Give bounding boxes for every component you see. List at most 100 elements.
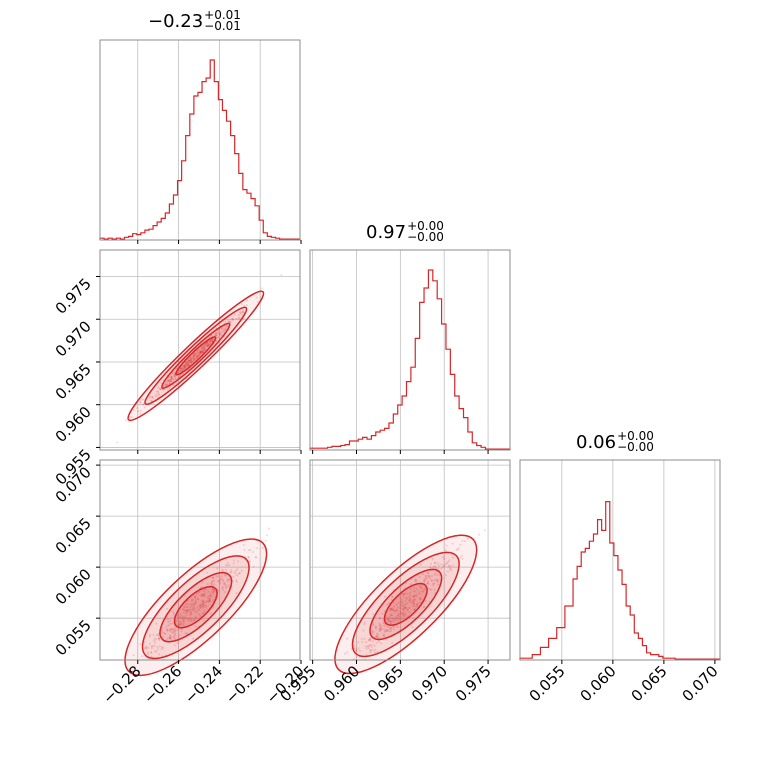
pair-panel-1-2-point-208	[389, 607, 392, 610]
pair-panel-0-2-point-30	[225, 585, 228, 588]
pair-panel-0-2-point-369	[235, 592, 238, 595]
pair-panel-0-2-point-128	[189, 606, 192, 609]
pair-panel-0-2-point-185	[192, 603, 195, 605]
pair-panel-0-1-point-273	[182, 365, 185, 368]
pair-panel-1-2-contour-2	[369, 568, 443, 641]
pair-panel-1-2-point-400	[392, 595, 394, 598]
pair-panel-0-2-point-33	[153, 644, 156, 647]
pair-panel-0-1-point-280	[154, 395, 157, 398]
pair-panel-0-2-point-188	[227, 584, 230, 587]
pair-panel-0-1-point-312	[202, 351, 205, 353]
pair-panel-0-1-point-411	[142, 402, 145, 405]
pair-panel-1-2-point-357	[425, 577, 428, 580]
pair-panel-1-2-point-193	[448, 559, 451, 562]
pair-panel-0-2-point-233	[199, 603, 202, 606]
pair-panel-0-1-point-390	[160, 382, 163, 385]
pair-panel-0-1-contour-2	[161, 322, 231, 389]
pair-panel-0-2-point-258	[248, 556, 250, 559]
pair-panel-1-2-point-138	[402, 593, 404, 596]
pair-panel-0-1-point-245	[190, 359, 193, 361]
pair-panel-1-2-point-302	[346, 651, 349, 654]
pair-panel-1-2-point-53	[379, 623, 382, 626]
pair-panel-0-2-point-198	[161, 627, 164, 629]
pair-panel-1-2-point-232	[374, 635, 377, 638]
pair-panel-0-2-point-180	[208, 597, 211, 600]
pair-panel-1-2-point-335	[436, 579, 438, 582]
pair-panel-0-1-point-166	[162, 388, 165, 391]
pair-panel-0-2-point-186	[145, 647, 148, 650]
pair-panel-1-2-point-291	[429, 588, 431, 591]
pair-panel-1-2-point-401	[394, 610, 397, 613]
pair-panel-0-2-point-246	[206, 600, 209, 603]
pair-panel-1-2-point-281	[445, 562, 448, 565]
pair-panel-1-2-point-363	[369, 638, 372, 641]
pair-panel-0-1-point-205	[195, 356, 198, 359]
pair-panel-1-2-point-315	[435, 567, 438, 570]
pair-panel-1-2-point-239	[373, 644, 376, 647]
pair-panel-0-2-point-201	[165, 607, 168, 610]
pair-panel-1-2-point-124	[383, 595, 386, 598]
pair-panel-1-2-point-69	[405, 596, 408, 599]
pair-panel-0-1-point-405	[199, 350, 201, 353]
pair-panel-0-2-point-134	[190, 598, 193, 601]
hist-panel-1-frame	[309, 249, 511, 451]
pair-panel-1-2-point-256	[413, 608, 416, 611]
pair-panel-0-2-point-343	[238, 572, 241, 575]
pair-panel-1-2-point-62	[437, 564, 440, 567]
pair-panel-1-2-point-224	[389, 621, 392, 624]
pair-panel-0-1-point-77	[197, 354, 200, 357]
pair-panel-0-2-point-224	[194, 608, 197, 610]
pair-panel-0-1-point-347	[167, 379, 170, 382]
pair-panel-0-1-point-364	[226, 325, 229, 328]
pair-panel-1-2-point-372	[483, 529, 486, 532]
pair-panel-0-1-point-41	[173, 375, 175, 377]
pair-panel-0-2-point-103	[217, 579, 220, 582]
pair-panel-0-2-point-318	[185, 609, 187, 612]
pair-panel-0-2-point-387	[202, 612, 205, 615]
pair-panel-0-2-point-153	[186, 611, 189, 614]
pair-panel-0-1-point-12	[203, 349, 206, 352]
pair-panel-0-1-point-201	[240, 312, 243, 315]
pair-panel-0-2-point-51	[201, 593, 204, 596]
pair-panel-0-2-point-272	[232, 562, 235, 565]
pair-panel-0-2-point-314	[202, 602, 205, 605]
pair-panel-0-1-point-285	[152, 397, 155, 400]
pair-panel-0-2-point-5	[199, 606, 202, 609]
pair-panel-1-2-point-67	[406, 609, 409, 611]
pair-panel-0-2-point-44	[156, 634, 159, 637]
title-param-1-value: 0.97	[366, 221, 407, 243]
pair-panel-0-1-point-110	[226, 324, 229, 327]
pair-panel-0-2-point-22	[193, 603, 196, 606]
title-param-1: 0.97 +0.00 −0.00	[366, 220, 444, 243]
pair-panel-1-2-point-217	[371, 629, 374, 632]
pair-panel-1-2-point-151	[405, 598, 408, 601]
pair-panel-0-1-point-402	[207, 344, 210, 347]
pair-panel-0-1-point-301	[198, 353, 201, 356]
pair-panel-1-2-point-279	[390, 622, 393, 625]
pair-panel-0-1-point-37	[174, 375, 177, 378]
pair-panel-1-2-point-266	[457, 548, 459, 551]
pair-panel-1-2-point-356	[421, 590, 424, 593]
pair-panel-0-2-point-102	[179, 623, 182, 626]
pair-panel-0-2-point-281	[182, 620, 185, 623]
pair-panel-0-2-point-217	[178, 634, 181, 637]
pair-panel-1-2-point-106	[391, 608, 394, 610]
pair-panel-1-2-point-16	[410, 601, 413, 604]
pair-panel-0-2-point-139	[160, 648, 163, 651]
pair-panel-1-2-xtick-label-3: 0.970	[408, 662, 451, 705]
pair-panel-0-1-point-33	[200, 350, 203, 353]
pair-panel-1-2-point-334	[426, 572, 429, 574]
pair-panel-1-2-point-63	[423, 577, 426, 580]
pair-panel-0-2-point-13	[208, 599, 211, 602]
pair-panel-0-2-point-285	[222, 580, 225, 583]
pair-panel-0-1-ytick-label-4: 0.975	[52, 275, 95, 318]
pair-panel-1-2-point-249	[364, 645, 367, 648]
pair-panel-1-2-point-92	[386, 617, 389, 620]
pair-panel-0-2-point-7	[146, 651, 149, 654]
pair-panel-0-2-point-111	[173, 644, 176, 646]
pair-panel-1-2-point-419	[402, 609, 405, 612]
pair-panel-0-1-point-89	[171, 377, 174, 380]
pair-panel-1-2-point-195	[403, 592, 406, 595]
pair-panel-1-2-point-237	[391, 626, 393, 629]
pair-panel-0-1-point-164	[206, 342, 209, 344]
